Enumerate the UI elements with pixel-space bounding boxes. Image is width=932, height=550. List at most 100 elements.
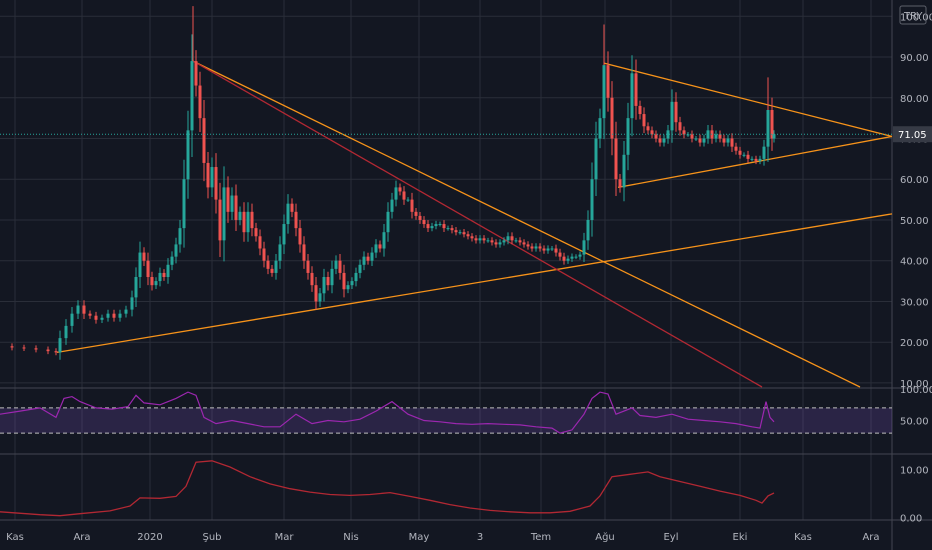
- candle-body: [254, 228, 258, 237]
- date-tick-label: Mar: [275, 532, 295, 543]
- candle-body: [526, 244, 530, 247]
- candle-body: [682, 130, 686, 135]
- candle-body: [510, 236, 514, 241]
- price-tick-label: 100.00: [900, 12, 932, 23]
- candle-body: [662, 138, 666, 143]
- candle-body: [258, 236, 262, 249]
- candle-body: [698, 138, 702, 143]
- candle-body: [106, 313, 110, 318]
- candle-body: [326, 277, 330, 286]
- candle-body: [418, 215, 422, 220]
- date-tick-label: Kas: [6, 532, 24, 543]
- candle-body: [398, 187, 402, 192]
- candle-body: [766, 109, 770, 147]
- price-tick-label: 20.00: [900, 338, 929, 349]
- candle-body: [610, 97, 614, 139]
- trendline-1[interactable]: [192, 60, 861, 388]
- candle-body: [294, 211, 298, 229]
- candle-body: [686, 134, 690, 136]
- date-tick-label: Tem: [530, 532, 551, 543]
- candle-body: [286, 203, 290, 225]
- candle-body: [362, 256, 366, 265]
- candle-body: [278, 244, 282, 261]
- date-tick-label: Eki: [733, 532, 748, 543]
- date-tick-label: Eyl: [663, 532, 678, 543]
- candle-body: [414, 211, 418, 216]
- oscillator-panel: [0, 391, 892, 434]
- date-tick-label: Ara: [862, 532, 879, 543]
- candle-body: [506, 236, 510, 241]
- candle-body: [434, 224, 438, 227]
- trendline-4[interactable]: [617, 135, 893, 189]
- candle-body: [642, 114, 646, 127]
- candle-body: [730, 138, 734, 147]
- date-tick-label: Ara: [73, 532, 90, 543]
- candle-body: [634, 73, 638, 106]
- trendline-0[interactable]: [56, 213, 893, 354]
- candle-body: [314, 285, 318, 302]
- candle-body: [754, 158, 758, 161]
- candle-body: [130, 297, 134, 310]
- candle-body: [210, 167, 214, 188]
- candle-body: [550, 248, 554, 250]
- candle-body: [390, 199, 394, 212]
- date-tick-label: Ağu: [595, 531, 615, 543]
- candle-body: [138, 252, 142, 278]
- candle-body: [374, 244, 378, 253]
- candle-body: [230, 195, 234, 212]
- candle-body: [758, 158, 762, 161]
- candle-body: [606, 65, 610, 98]
- trendline-2[interactable]: [192, 60, 763, 388]
- candle-body: [178, 228, 182, 245]
- candle-body: [718, 134, 722, 139]
- candle-body: [638, 105, 642, 115]
- candle-body: [190, 61, 194, 131]
- candle-body: [234, 195, 238, 220]
- candle-body: [198, 85, 202, 119]
- candle-body: [690, 134, 694, 139]
- last-price-value: 71.05: [898, 130, 927, 141]
- candle-body: [590, 179, 594, 220]
- candle-body: [742, 154, 746, 156]
- candle-body: [598, 118, 602, 139]
- oscillator-line: [0, 391, 775, 434]
- candle-body: [450, 228, 454, 231]
- oscillator-tick-label: 100.00: [900, 385, 932, 396]
- candle-body: [554, 248, 558, 253]
- lower-tick-label: 0.00: [900, 514, 922, 525]
- candle-body: [738, 150, 742, 155]
- candle-body: [270, 268, 274, 273]
- candle-body: [714, 134, 718, 139]
- trendline-3[interactable]: [603, 62, 893, 138]
- candle-body: [310, 272, 314, 286]
- price-tick-label: 80.00: [900, 94, 929, 105]
- candle-body: [112, 313, 116, 318]
- candle-body: [342, 272, 346, 290]
- candle-body: [474, 238, 478, 241]
- currency-badge-border: [899, 5, 927, 25]
- trendlines[interactable]: [56, 60, 893, 388]
- last-price-badge-bg: [893, 126, 932, 143]
- candle-body: [586, 219, 590, 241]
- currency-badge-label: TRY: [903, 11, 923, 22]
- candle-body: [442, 224, 446, 229]
- last-price-badge: 71.05: [893, 126, 932, 143]
- candle-body: [458, 232, 462, 234]
- candle-body: [582, 240, 586, 255]
- candle-body: [358, 264, 362, 273]
- candle-body: [290, 203, 294, 212]
- currency-badge[interactable]: TRY: [899, 5, 927, 25]
- candle-body: [746, 154, 750, 159]
- candle-body: [262, 248, 266, 261]
- candle-body: [410, 199, 414, 212]
- candle-body: [490, 240, 494, 243]
- candle-body: [772, 134, 776, 139]
- candle-body: [670, 101, 674, 131]
- candle-body: [666, 130, 670, 139]
- candle-body: [202, 118, 206, 163]
- lower-indicator-panel: [0, 460, 775, 517]
